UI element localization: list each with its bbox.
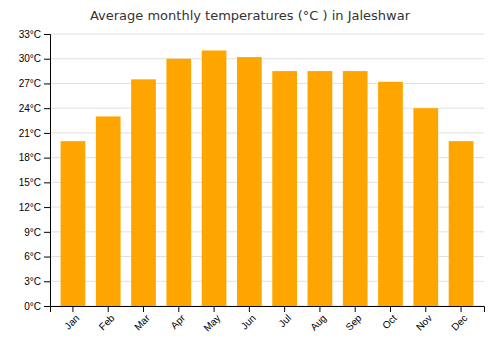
x-tick: Oct bbox=[380, 306, 399, 331]
x-tick-mark bbox=[284, 306, 285, 312]
x-tick-label: Oct bbox=[380, 312, 399, 331]
x-tick-label: Dec bbox=[449, 312, 469, 332]
x-axis: Jan Feb Mar Apr May Jun Jul Aug Sep Oct Nov Dec bbox=[51, 306, 485, 334]
x-tick-mark bbox=[461, 306, 462, 312]
x-tick-mark bbox=[143, 306, 144, 312]
grid bbox=[50, 34, 484, 306]
grid-line bbox=[50, 58, 484, 59]
y-tick-label: 9°C bbox=[24, 227, 41, 238]
y-tick-mark bbox=[44, 281, 50, 282]
x-tick-label: Jun bbox=[239, 312, 258, 331]
x-tick-mark bbox=[72, 306, 73, 312]
x-tick-mark bbox=[249, 306, 250, 312]
y-tick-mark bbox=[44, 158, 50, 159]
axis-line bbox=[44, 35, 51, 307]
x-tick: Jan bbox=[62, 306, 81, 332]
y-tick: 33°C bbox=[19, 29, 50, 40]
x-tick-label: Feb bbox=[97, 312, 117, 332]
y-tick-mark bbox=[44, 232, 50, 233]
y-tick: 9°C bbox=[24, 227, 50, 238]
x-tick: Dec bbox=[449, 306, 469, 333]
bar bbox=[131, 79, 156, 306]
grid-line bbox=[50, 34, 484, 35]
y-tick-mark bbox=[44, 133, 50, 134]
x-tick-label: Jan bbox=[62, 312, 81, 331]
x-tick-mark bbox=[214, 306, 215, 312]
x-tick: Sep bbox=[343, 306, 364, 333]
x-tick-label: Nov bbox=[414, 312, 434, 332]
x-tick: Aug bbox=[308, 306, 328, 333]
x-tick-label: Mar bbox=[132, 312, 152, 332]
y-tick: 3°C bbox=[24, 276, 50, 287]
x-tick: Mar bbox=[132, 306, 152, 332]
bar bbox=[202, 50, 227, 306]
plot: 0°C 3°C 6°C 9°C 12°C 15°C 18°C 21°C 24°C 27°C 30°C… bbox=[19, 29, 485, 334]
y-tick: 24°C bbox=[19, 103, 50, 114]
x-tick-mark bbox=[390, 306, 391, 312]
x-tick: Jul bbox=[276, 306, 293, 329]
x-tick-label: Sep bbox=[343, 312, 364, 333]
y-tick-label: 21°C bbox=[19, 128, 41, 139]
title: Average monthly temperatures (°C ) in Ja… bbox=[90, 8, 411, 23]
y-tick-mark bbox=[44, 207, 50, 208]
y-tick: 21°C bbox=[19, 128, 50, 139]
x-tick-label: May bbox=[201, 312, 222, 333]
y-tick: 0°C bbox=[24, 301, 50, 312]
bar bbox=[166, 59, 191, 306]
bar bbox=[343, 71, 368, 306]
y-tick: 27°C bbox=[19, 78, 50, 89]
y-tick-mark bbox=[44, 257, 50, 258]
y-tick-label: 15°C bbox=[19, 177, 41, 188]
bar bbox=[378, 82, 403, 306]
bar bbox=[449, 141, 474, 306]
y-tick-mark bbox=[44, 306, 50, 307]
chart: 0°C 3°C 6°C 9°C 12°C 15°C 18°C 21°C 24°C 27°C 30°C… bbox=[0, 0, 500, 350]
x-tick: Feb bbox=[97, 306, 117, 332]
y-tick-label: 33°C bbox=[19, 29, 41, 40]
y-tick-mark bbox=[44, 182, 50, 183]
x-tick-mark bbox=[108, 306, 109, 312]
bar bbox=[96, 116, 121, 306]
x-tick: Apr bbox=[168, 306, 187, 331]
y-tick-label: 6°C bbox=[24, 251, 41, 262]
y-tick-mark bbox=[44, 83, 50, 84]
y-tick-label: 18°C bbox=[19, 152, 41, 163]
x-tick-label: Apr bbox=[168, 312, 187, 331]
x-tick-mark bbox=[178, 306, 179, 312]
bar bbox=[272, 71, 297, 306]
x-tick-label: Aug bbox=[308, 312, 328, 332]
x-tick-mark bbox=[425, 306, 426, 312]
bar bbox=[308, 71, 333, 306]
bar bbox=[413, 108, 438, 306]
y-tick-mark bbox=[44, 34, 50, 35]
x-tick-mark bbox=[319, 306, 320, 312]
bar bbox=[61, 141, 86, 306]
x-tick: May bbox=[201, 306, 222, 334]
y-tick: 15°C bbox=[19, 177, 50, 188]
y-tick: 6°C bbox=[24, 251, 50, 262]
grid-line bbox=[50, 83, 484, 84]
bars bbox=[61, 50, 474, 306]
y-tick: 30°C bbox=[19, 53, 50, 64]
y-tick-label: 12°C bbox=[19, 202, 41, 213]
y-tick: 18°C bbox=[19, 152, 50, 163]
x-tick-label: Jul bbox=[276, 312, 293, 329]
y-tick-label: 0°C bbox=[24, 301, 41, 312]
y-tick-label: 3°C bbox=[24, 276, 41, 287]
y-tick-label: 30°C bbox=[19, 53, 41, 64]
x-tick-mark bbox=[355, 306, 356, 312]
y-tick-label: 24°C bbox=[19, 103, 41, 114]
y-tick-mark bbox=[44, 108, 50, 109]
y-axis: 0°C 3°C 6°C 9°C 12°C 15°C 18°C 21°C 24°C 27°C 30°C… bbox=[19, 29, 51, 312]
x-tick: Nov bbox=[414, 306, 434, 333]
x-tick: Jun bbox=[239, 306, 258, 332]
y-tick-mark bbox=[44, 59, 50, 60]
y-tick-label: 27°C bbox=[19, 78, 41, 89]
y-tick: 12°C bbox=[19, 202, 50, 213]
bar bbox=[237, 57, 262, 306]
axis-line bbox=[51, 307, 485, 313]
